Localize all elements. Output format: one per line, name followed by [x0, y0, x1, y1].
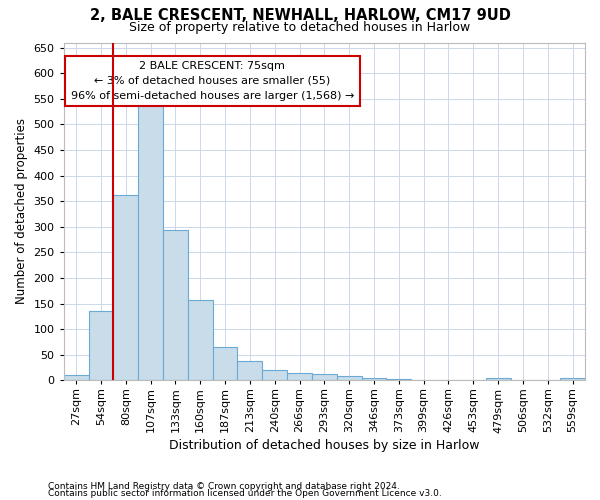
Bar	[163, 230, 188, 380]
Bar	[89, 312, 113, 380]
Y-axis label: Number of detached properties: Number of detached properties	[15, 118, 28, 304]
Text: 2, BALE CRESCENT, NEWHALL, HARLOW, CM17 9UD: 2, BALE CRESCENT, NEWHALL, HARLOW, CM17 …	[89, 8, 511, 22]
Bar	[386, 379, 411, 380]
Text: Size of property relative to detached houses in Harlow: Size of property relative to detached ho…	[130, 21, 470, 34]
Bar	[337, 376, 362, 380]
Bar	[362, 378, 386, 380]
Bar	[138, 106, 163, 380]
Text: 2 BALE CRESCENT: 75sqm
← 3% of detached houses are smaller (55)
96% of semi-deta: 2 BALE CRESCENT: 75sqm ← 3% of detached …	[71, 61, 354, 100]
Text: Contains HM Land Registry data © Crown copyright and database right 2024.: Contains HM Land Registry data © Crown c…	[48, 482, 400, 491]
X-axis label: Distribution of detached houses by size in Harlow: Distribution of detached houses by size …	[169, 440, 479, 452]
Bar	[262, 370, 287, 380]
Bar	[188, 300, 212, 380]
Text: Contains public sector information licensed under the Open Government Licence v3: Contains public sector information licen…	[48, 490, 442, 498]
Bar	[560, 378, 585, 380]
Bar	[287, 373, 312, 380]
Bar	[312, 374, 337, 380]
Bar	[486, 378, 511, 380]
Bar	[212, 347, 238, 380]
Bar	[238, 361, 262, 380]
Bar	[64, 376, 89, 380]
Bar	[113, 195, 138, 380]
